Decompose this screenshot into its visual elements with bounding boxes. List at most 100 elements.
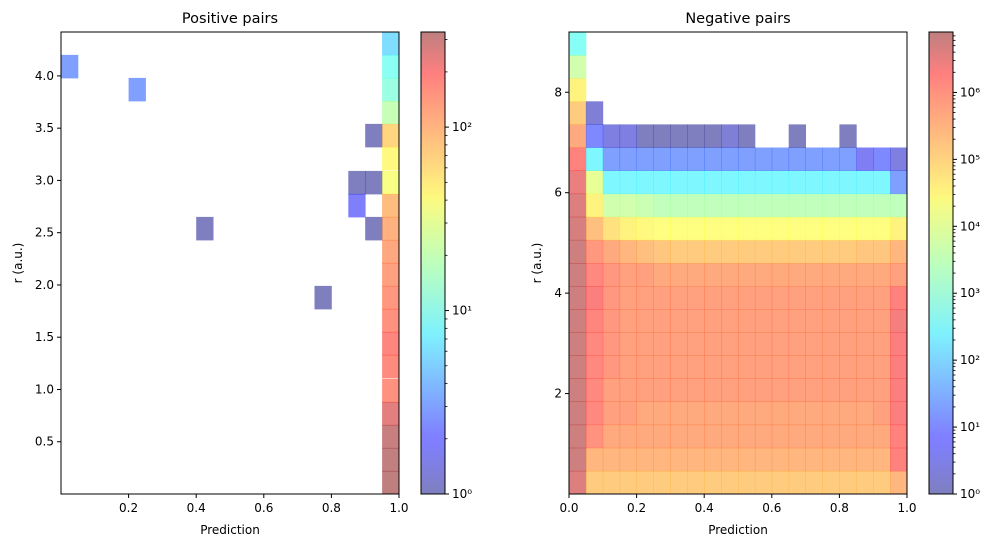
heatmap-cell-negative-137 bbox=[856, 332, 874, 356]
heatmap-cell-negative-146 bbox=[670, 309, 688, 333]
heatmap-cell-negative-61 bbox=[585, 401, 604, 426]
heatmap-cell-negative-21 bbox=[585, 447, 604, 472]
heatmap-cell-negative-111 bbox=[754, 355, 773, 379]
heatmap-cell-negative-67 bbox=[687, 401, 705, 426]
x-tick-label: 0.2 bbox=[627, 501, 646, 515]
heatmap-cell-negative-172 bbox=[771, 286, 790, 310]
heatmap-cell-positive-2 bbox=[365, 123, 383, 148]
heatmap-cell-negative-181 bbox=[585, 263, 604, 287]
heatmap-cell-positive-10 bbox=[382, 54, 400, 79]
heatmap-cell-negative-171 bbox=[754, 286, 773, 310]
heatmap-cell-negative-267 bbox=[687, 170, 705, 195]
heatmap-cell-negative-285 bbox=[653, 147, 671, 171]
y-tick-label: 0.5 bbox=[35, 435, 54, 449]
x-ticks-positive: 0.2 0.4 0.6 0.8 1.0 bbox=[119, 494, 409, 515]
heatmap-cell-positive-4 bbox=[365, 170, 383, 195]
x-axis-label-negative: Prediction bbox=[708, 523, 768, 537]
heatmap-cell-negative-237 bbox=[856, 216, 874, 241]
x-tick-label: 1.0 bbox=[389, 501, 408, 515]
heatmap-cell-negative-219 bbox=[890, 239, 908, 264]
heatmap-cell-negative-155 bbox=[822, 309, 840, 333]
colorbar-positive bbox=[421, 32, 445, 494]
heatmap-cell-negative-132 bbox=[771, 332, 790, 356]
chart-title-positive: Positive pairs bbox=[182, 11, 278, 27]
heatmap-cell-negative-117 bbox=[856, 355, 874, 379]
heatmap-cell-negative-212 bbox=[771, 239, 790, 264]
heatmap-cell-negative-52 bbox=[771, 424, 790, 449]
heatmap-cell-negative-169 bbox=[721, 286, 739, 310]
heatmap-cell-negative-235 bbox=[822, 216, 840, 241]
heatmap-cell-negative-123 bbox=[619, 332, 637, 356]
heatmap-cell-negative-8 bbox=[704, 470, 722, 495]
heatmap-cell-negative-22 bbox=[602, 447, 621, 472]
heatmap-cell-negative-253 bbox=[788, 193, 806, 218]
heatmap-cell-negative-23 bbox=[619, 447, 637, 472]
heatmap-cell-negative-45 bbox=[653, 424, 671, 449]
heatmap-cell-negative-54 bbox=[805, 424, 823, 449]
heatmap-cell-negative-85 bbox=[653, 378, 671, 402]
heatmap-cell-negative-287 bbox=[687, 147, 705, 171]
heatmap-cell-negative-360 bbox=[569, 55, 587, 79]
heatmap-cell-negative-156 bbox=[839, 309, 857, 333]
heatmap-cell-negative-262 bbox=[602, 170, 621, 195]
heatmap-cell-negative-205 bbox=[653, 239, 671, 264]
heatmap-cell-positive-17 bbox=[382, 216, 400, 241]
heatmap-cell-positive-28 bbox=[382, 470, 400, 495]
x-tick-label: 0.2 bbox=[119, 501, 138, 515]
heatmap-cell-negative-142 bbox=[602, 309, 621, 333]
heatmap-cell-positive-23 bbox=[382, 354, 400, 379]
heatmap-cell-negative-36 bbox=[839, 447, 857, 472]
heatmap-cell-negative-191 bbox=[754, 263, 773, 287]
heatmap-cell-negative-269 bbox=[721, 170, 739, 195]
heatmap-cell-negative-102 bbox=[602, 355, 621, 379]
heatmap-cell-negative-256 bbox=[839, 193, 857, 218]
heatmap-cell-negative-308 bbox=[704, 124, 722, 148]
heatmap-cell-negative-124 bbox=[636, 332, 654, 356]
heatmap-cell-negative-99 bbox=[890, 378, 908, 402]
heatmap-cell-negative-33 bbox=[788, 447, 806, 472]
heatmap-cell-negative-184 bbox=[636, 263, 654, 287]
heatmap-cell-negative-179 bbox=[890, 286, 908, 310]
heatmap-cell-negative-286 bbox=[670, 147, 688, 171]
heatmap-cell-negative-239 bbox=[890, 216, 908, 241]
heatmap-cell-negative-309 bbox=[721, 124, 739, 148]
heatmap-cell-negative-263 bbox=[619, 170, 637, 195]
heatmap-cell-negative-18 bbox=[873, 470, 891, 495]
colorbar-tick-label: 10⁶ bbox=[960, 85, 980, 99]
y-tick-label: 3.0 bbox=[35, 173, 54, 187]
heatmap-cell-negative-301 bbox=[585, 124, 604, 148]
heatmap-cell-positive-18 bbox=[382, 239, 400, 264]
heatmap-cell-negative-127 bbox=[687, 332, 705, 356]
x-tick-label: 0.6 bbox=[762, 501, 781, 515]
heatmap-cell-negative-220 bbox=[569, 216, 587, 241]
heatmap-cell-negative-243 bbox=[619, 193, 637, 218]
heatmap-cell-negative-24 bbox=[636, 447, 654, 472]
heatmap-cell-negative-103 bbox=[619, 355, 637, 379]
heatmap-cell-negative-161 bbox=[585, 286, 604, 310]
x-tick-label: 0.8 bbox=[830, 501, 849, 515]
heatmap-cell-negative-223 bbox=[619, 216, 637, 241]
heatmap-cell-negative-218 bbox=[873, 239, 891, 264]
heatmap-cell-negative-233 bbox=[788, 216, 806, 241]
heatmap-cell-negative-244 bbox=[636, 193, 654, 218]
heatmap-cell-negative-113 bbox=[788, 355, 806, 379]
heatmap-cell-negative-131 bbox=[754, 332, 773, 356]
heatmap-cell-negative-86 bbox=[670, 378, 688, 402]
heatmap-cell-negative-217 bbox=[856, 239, 874, 264]
heatmap-cell-negative-216 bbox=[839, 239, 857, 264]
heatmap-cell-negative-44 bbox=[636, 424, 654, 449]
heatmap-cell-positive-14 bbox=[382, 146, 400, 171]
heatmap-cell-negative-242 bbox=[602, 193, 621, 218]
heatmap-cell-negative-207 bbox=[687, 239, 705, 264]
heatmap-cell-negative-266 bbox=[670, 170, 688, 195]
heatmap-cell-negative-194 bbox=[805, 263, 823, 287]
heatmap-cell-negative-279 bbox=[890, 170, 908, 195]
heatmap-cell-negative-215 bbox=[822, 239, 840, 264]
heatmap-cell-negative-210 bbox=[738, 239, 756, 264]
heatmap-cell-negative-120 bbox=[569, 332, 587, 356]
heatmap-cell-negative-134 bbox=[805, 332, 823, 356]
y-axis-label-negative: r (a.u.) bbox=[530, 243, 544, 284]
heatmap-cell-negative-201 bbox=[585, 239, 604, 264]
heatmap-cell-negative-12 bbox=[771, 470, 790, 495]
heatmap-cell-negative-125 bbox=[653, 332, 671, 356]
